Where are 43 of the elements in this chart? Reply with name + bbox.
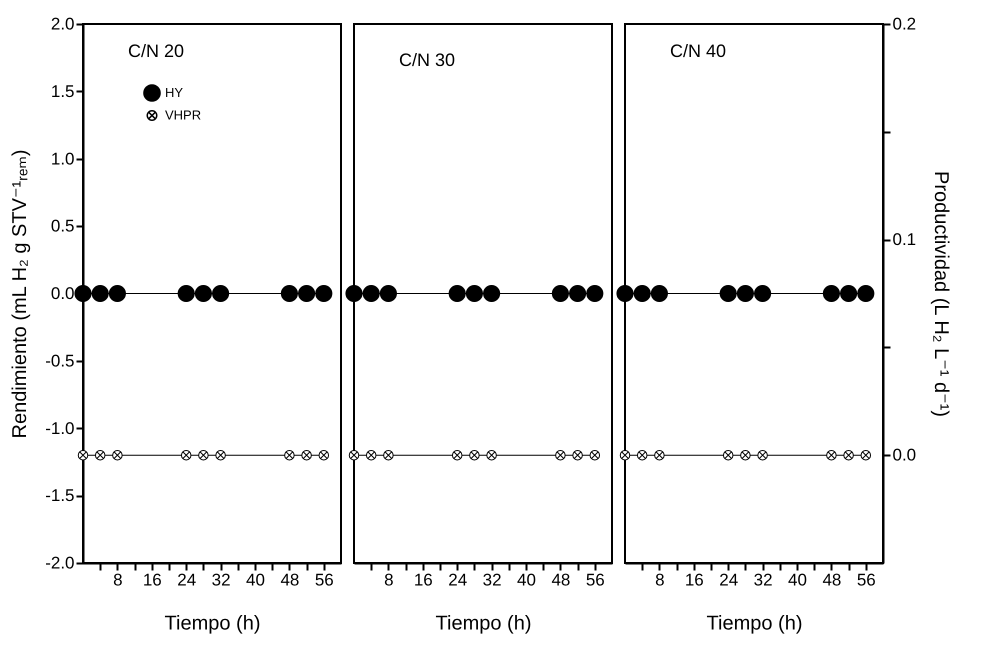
x-axis-title: Tiempo (h) — [706, 612, 802, 634]
x-tick-label: 32 — [754, 570, 773, 590]
x-tick-label: 48 — [280, 570, 300, 590]
x-axis-title: Tiempo (h) — [436, 612, 532, 634]
x-axis-title: Tiempo (h) — [164, 612, 260, 634]
x-tick-label: 16 — [684, 570, 704, 590]
text: C/N 20 — [128, 41, 184, 61]
y-tick-label: -1.0 — [45, 418, 74, 438]
x-tick-label: 40 — [246, 570, 265, 590]
y-tick-label: -0.5 — [45, 351, 74, 370]
x-tick-label: 32 — [212, 570, 231, 590]
y2-tick-label: 0.1 — [892, 230, 916, 250]
x-tick-label: 48 — [822, 570, 842, 590]
y-tick-label: 0.5 — [50, 216, 74, 236]
y-tick-label: 2.0 — [50, 14, 74, 34]
x-tick-label: 56 — [314, 570, 334, 590]
y-tick-label: -2.0 — [45, 554, 74, 572]
y2-axis-title: Productividad (L H₂ L⁻¹ d⁻¹) — [930, 171, 952, 417]
x-tick-label: 32 — [482, 570, 502, 590]
text: C/N 30 — [399, 50, 456, 70]
x-tick-label: 8 — [113, 570, 123, 590]
x-tick-label: 40 — [788, 570, 807, 590]
x-tick-label: 24 — [177, 570, 196, 590]
y-axis-title: Rendimiento (mL H₂ g STV⁻¹ᵣₑₘ) — [9, 149, 32, 439]
legend-label: VHPR — [165, 108, 202, 122]
y2-tick-label: 0.0 — [892, 446, 916, 465]
x-tick-label: 8 — [655, 570, 665, 590]
x-tick-label: 56 — [586, 570, 605, 590]
x-tick-label: 16 — [414, 570, 433, 590]
x-tick-label: 24 — [448, 570, 468, 590]
y-tick-label: -1.5 — [45, 486, 74, 506]
x-tick-label: 16 — [142, 570, 162, 590]
x-tick-label: 40 — [517, 570, 536, 590]
y-tick-label: 0.0 — [50, 284, 74, 303]
y2-tick-label: 0.2 — [892, 14, 916, 34]
x-tick-label: 24 — [719, 570, 738, 590]
y-tick-label: 1.0 — [50, 149, 74, 168]
y-tick-label: 1.5 — [50, 82, 74, 101]
text: C/N 40 — [670, 41, 726, 61]
x-tick-label: 48 — [551, 570, 570, 590]
x-tick-label: 56 — [856, 570, 876, 590]
legend-label: HY — [165, 85, 184, 100]
x-tick-label: 8 — [384, 570, 394, 590]
